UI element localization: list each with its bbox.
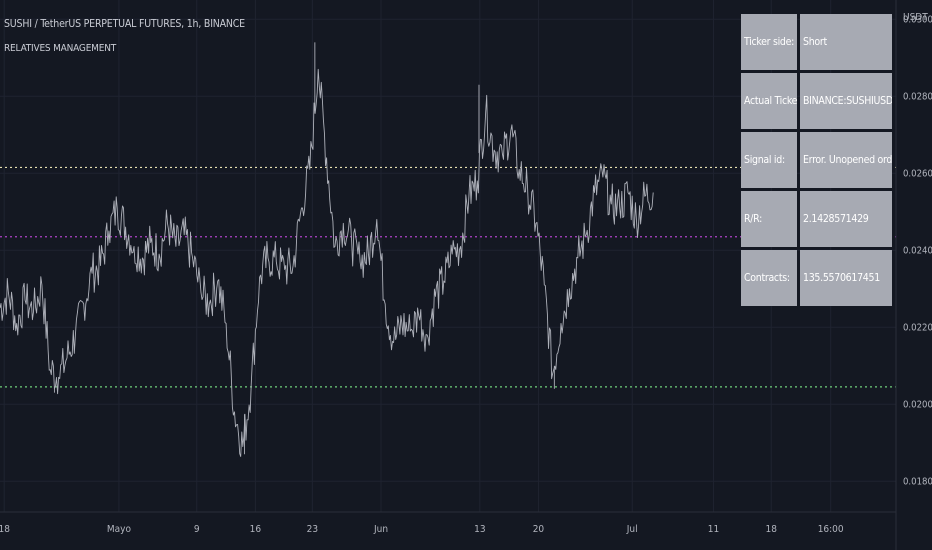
info-table-value: BINANCE:SUSHIUSDTPERP: [800, 73, 892, 129]
price-series: [0, 42, 654, 457]
info-table-value: 2.1428571429: [800, 191, 892, 247]
y-tick-label: 0.028000: [903, 92, 932, 103]
info-table-value: 135.5570617451: [800, 250, 892, 306]
x-tick-label: 16:00: [818, 524, 844, 535]
y-tick-label: 0.020000: [903, 400, 932, 411]
y-axis: 0.018000 0.020000 0.022000 0.024000 0.026000…: [895, 0, 932, 550]
y-tick-label: 0.030000: [903, 15, 932, 26]
x-axis: 18 Mayo 9 16 23 Jun 13 20 Jul 11 18 16:00: [0, 511, 896, 535]
x-tick-label: 9: [194, 524, 200, 535]
info-table-label: Signal id:: [741, 132, 797, 188]
symbol-title[interactable]: SUSHI / TetherUS PERPETUAL FUTURES, 1h, …: [4, 18, 245, 30]
y-tick-label: 0.026000: [903, 169, 932, 180]
info-table-value: Error. Unopened order.: [800, 132, 892, 188]
x-tick-label: Jun: [373, 524, 388, 535]
indicator-title[interactable]: RELATIVES MANAGEMENT: [4, 43, 117, 54]
x-tick-label: 23: [307, 524, 318, 535]
x-tick-label: Jul: [626, 524, 638, 535]
price-line: [0, 68, 654, 457]
x-tick-label: 11: [708, 524, 719, 535]
y-tick-label: 0.024000: [903, 246, 932, 257]
axis-unit-label: USDT: [903, 12, 928, 23]
x-tick-label: 18: [0, 524, 10, 535]
x-tick-label: Mayo: [107, 524, 132, 535]
info-table-label: Ticker side:: [741, 14, 797, 70]
x-tick-label: 16: [250, 524, 262, 535]
x-tick-label: 18: [766, 524, 778, 535]
x-tick-label: 13: [474, 524, 485, 535]
info-table-value: Short: [800, 14, 892, 70]
x-tick-label: 20: [533, 524, 545, 535]
y-tick-label: 0.018000: [903, 477, 932, 488]
info-table-label: R/R:: [741, 191, 797, 247]
info-table-label: Contracts:: [741, 250, 797, 306]
info-table-label: Actual Ticker:: [741, 73, 797, 129]
y-tick-label: 0.022000: [903, 323, 932, 334]
